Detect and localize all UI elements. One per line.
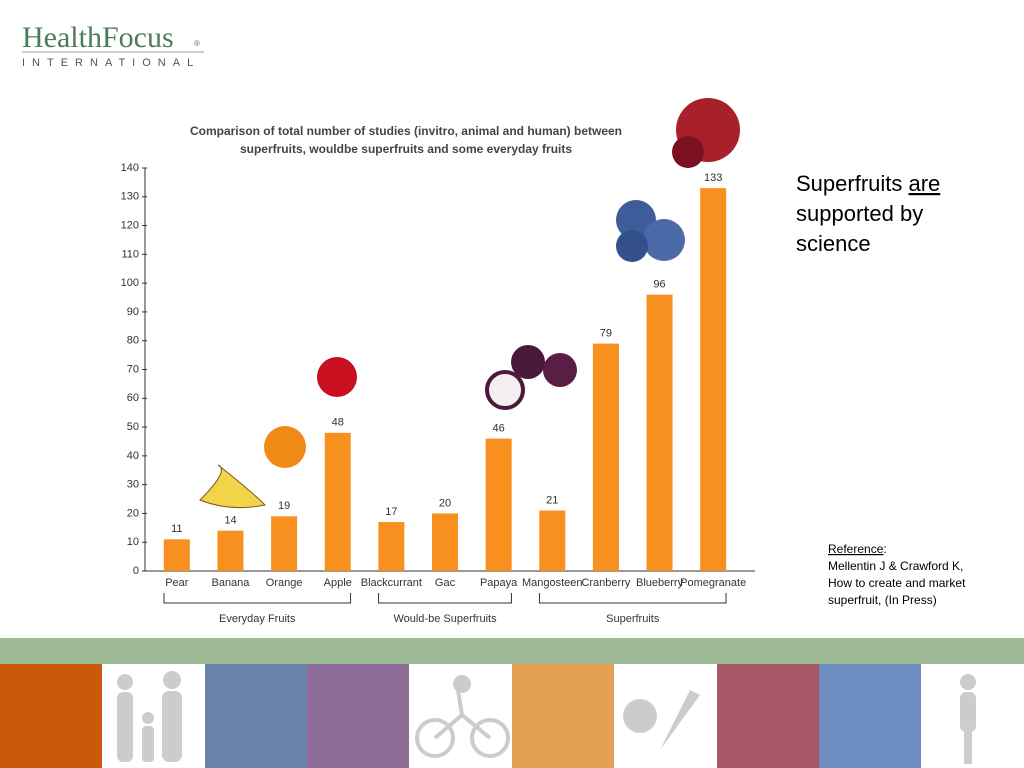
y-tick-label: 40 [127,450,139,462]
x-tick-label: Banana [211,577,250,589]
value-label: 46 [493,422,505,434]
bar [163,539,190,571]
value-label: 48 [332,417,344,429]
y-tick-label: 30 [127,479,139,491]
bar [378,522,405,571]
value-label: 19 [278,500,290,512]
bar [271,516,298,571]
group-label: Superfruits [606,613,660,625]
x-tick-label: Pear [165,577,189,589]
y-tick-label: 60 [127,392,139,404]
y-tick-label: 90 [127,306,139,318]
group-label: Everyday Fruits [219,613,296,625]
bike-silhouette [415,675,510,758]
x-tick-label: Gac [435,577,456,589]
apple-picture [317,357,357,397]
bar [217,530,244,571]
group-bracket [163,593,352,604]
value-label: 21 [546,494,558,506]
fruit-silhouette [623,690,700,750]
y-tick-label: 10 [127,536,139,548]
y-tick-label: 110 [121,248,139,260]
bar [485,438,512,571]
orange-picture [264,426,306,468]
headline-line: science [796,231,871,256]
value-label: 79 [600,327,612,339]
footer-tile [307,664,409,768]
headline-underlined: are [909,171,941,196]
value-label: 14 [224,515,236,527]
bar [646,294,673,571]
family-silhouette [117,671,182,762]
chart-title: superfruits, wouldbe superfruits and som… [240,142,572,156]
y-tick-label: 140 [121,162,139,174]
pomegranate-picture [672,98,740,168]
headline-text: Superfruits [796,171,909,196]
footer-band [0,638,1024,664]
bar [432,513,458,571]
logo-name: HealthFocus [22,21,174,54]
x-tick-label: Blackcurrant [361,577,422,589]
mangosteen-picture [485,345,577,410]
footer-tile [0,664,102,768]
bar [539,510,566,571]
group-bracket [378,593,512,604]
y-tick-label: 0 [133,565,139,577]
headline-line: supported by [796,201,923,226]
group-bracket [538,593,727,604]
y-tick-label: 100 [121,277,139,289]
x-tick-label: Cranberry [581,577,630,589]
value-label: 20 [439,497,451,509]
footer-tile [512,664,614,768]
footer-tile [717,664,819,768]
group-label: Would-be Superfruits [393,613,497,625]
footer-tile [205,664,307,768]
y-tick-label: 20 [127,507,139,519]
bar [324,432,351,571]
blueberry-picture [614,196,687,262]
reference-label: Reference [828,542,884,556]
y-tick-label: 70 [127,363,139,375]
x-tick-label: Pomegranate [680,577,746,589]
x-tick-label: Apple [324,577,352,589]
y-tick-label: 80 [127,335,139,347]
y-tick-label: 130 [121,191,139,203]
figure-silhouette [960,674,976,764]
value-label: 133 [704,172,722,184]
reference-line: How to create and market [828,576,966,590]
y-tick-label: 120 [121,219,139,231]
bar [592,343,619,571]
logo-mark: ® [194,39,200,48]
chart-title: Comparison of total number of studies (i… [190,124,622,138]
x-tick-label: Blueberry [636,577,684,589]
x-tick-label: Orange [266,577,303,589]
headline: Superfruits are [796,171,940,196]
bar [700,188,727,571]
reference-line: superfruit, (In Press) [828,593,937,607]
y-tick-label: 50 [127,421,139,433]
reference-heading: Reference: [828,542,887,556]
reference-line: Mellentin J & Crawford K, [828,559,963,573]
footer-tile [819,664,921,768]
reference-colon: : [883,542,886,556]
value-label: 96 [653,279,665,291]
x-tick-label: Papaya [480,577,518,589]
banana-picture [199,464,267,509]
x-tick-label: Mangosteen [522,577,583,589]
value-label: 17 [385,506,397,518]
value-label: 11 [171,523,182,535]
logo-subtitle: INTERNATIONAL [22,57,200,69]
